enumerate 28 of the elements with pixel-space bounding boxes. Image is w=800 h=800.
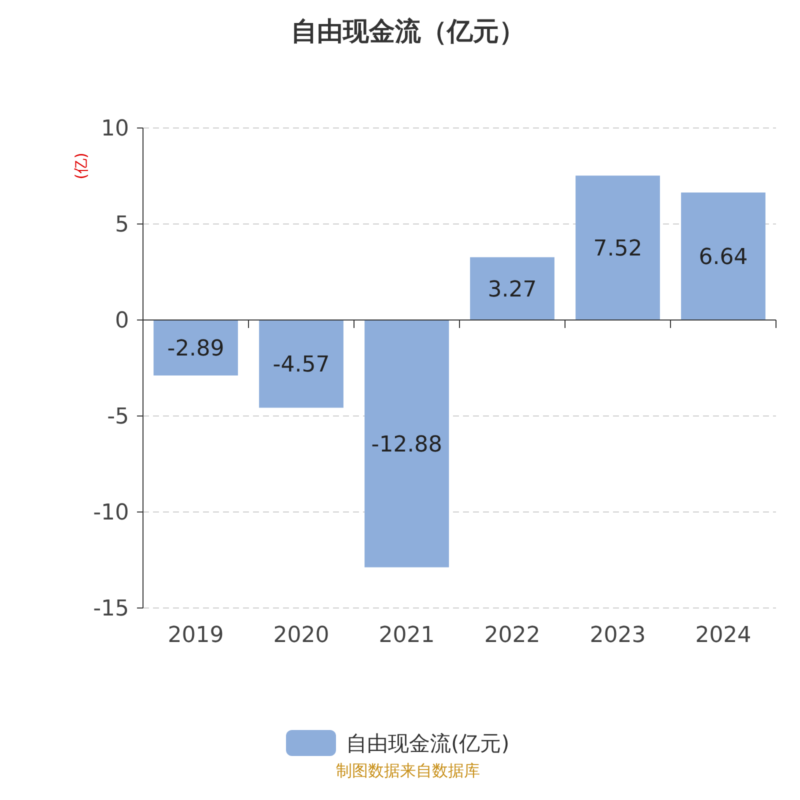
data-label: -4.57 (272, 352, 330, 378)
y-tick-label: 10 (101, 116, 129, 142)
bar (259, 320, 344, 408)
chart-title: 自由现金流（亿元） (291, 17, 525, 47)
x-tick-label: 2023 (590, 623, 646, 648)
y-tick-label: -15 (93, 596, 129, 622)
data-label: 3.27 (488, 277, 537, 302)
bar (154, 320, 238, 376)
y-tick-label: 0 (115, 308, 129, 334)
x-tick-label: 2024 (695, 623, 752, 648)
bar (364, 320, 449, 568)
bar (470, 257, 554, 320)
x-tick-label: 2021 (378, 623, 435, 648)
y-axis-title: (亿) (72, 152, 90, 180)
bar (681, 192, 766, 320)
y-tick-label: -10 (93, 500, 129, 526)
data-label: -12.88 (371, 432, 442, 458)
text: 制图数据来自数据库 (336, 761, 480, 780)
data-label: -2.89 (167, 336, 224, 362)
legend-label: 自由现金流(亿元) (346, 731, 510, 756)
bar (576, 176, 660, 320)
data-label: 6.64 (698, 244, 748, 270)
x-tick-label: 2019 (168, 623, 224, 648)
x-tick-label: 2022 (484, 623, 540, 648)
x-tick-label: 2020 (273, 623, 330, 648)
y-tick-label: -5 (107, 404, 129, 430)
y-tick-label: 5 (115, 212, 129, 238)
data-label: 7.52 (593, 236, 642, 262)
